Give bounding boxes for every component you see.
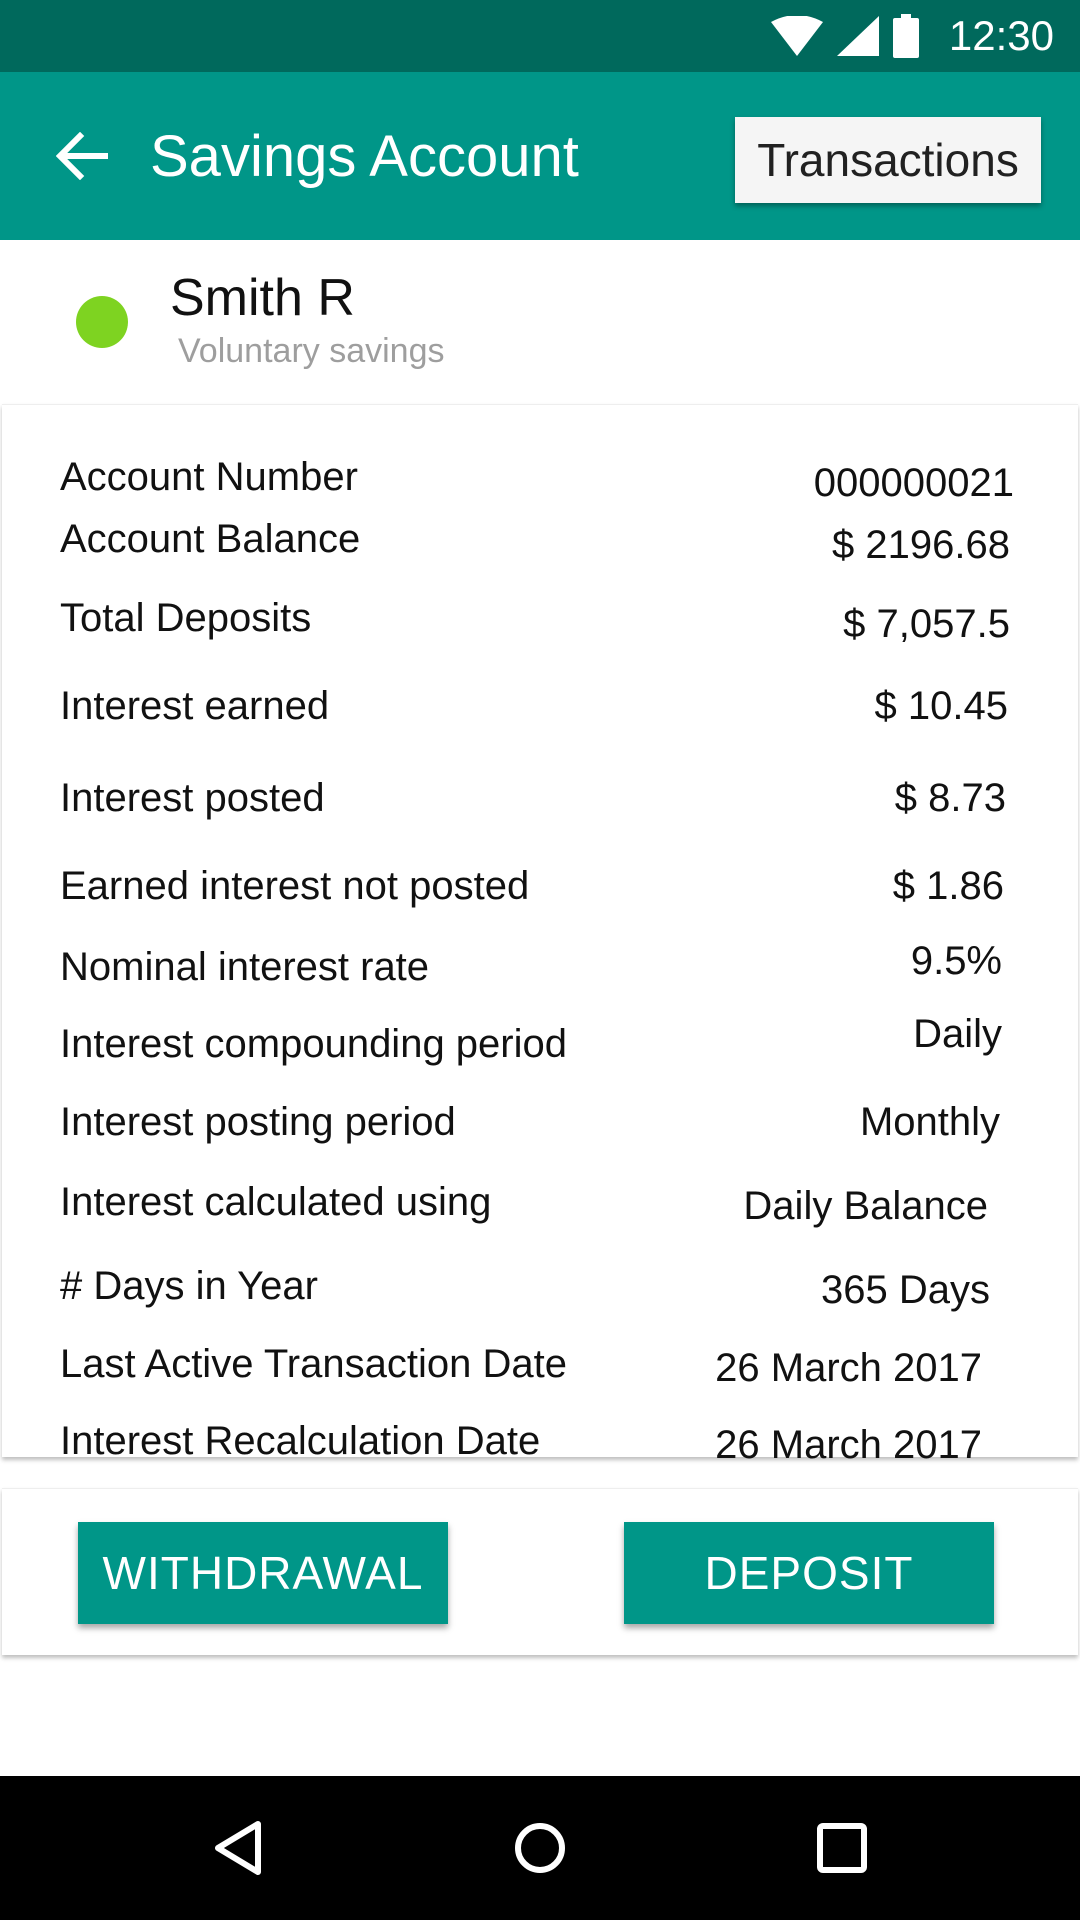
nav-home-button[interactable] [504, 1812, 576, 1884]
detail-label: Nominal interest rate [60, 945, 430, 989]
nav-home-icon [515, 1823, 565, 1873]
detail-value: 000000021 [813, 461, 1014, 505]
product-name: Voluntary savings [178, 332, 445, 370]
back-button[interactable] [44, 118, 120, 194]
detail-value: $ 10.45 [874, 684, 1008, 728]
detail-row-interest-calculated-using: Interest calculated using Daily Balance [2, 1172, 1078, 1232]
nav-recents-icon [817, 1823, 867, 1873]
detail-value: $ 7,057.5 [843, 602, 1010, 646]
detail-row-total-deposits: Total Deposits $ 7,057.5 [2, 588, 1078, 648]
detail-row-interest-earned: Interest earned $ 10.45 [2, 676, 1078, 736]
detail-label: Interest compounding period [60, 1022, 567, 1066]
client-name: Smith R [170, 269, 355, 327]
detail-row-nominal-interest-rate: Nominal interest rate 9.5% [2, 937, 1078, 997]
detail-row-interest-compounding-period: Interest compounding period Daily [2, 1012, 1078, 1074]
detail-value: Daily [913, 1012, 1002, 1056]
account-status-dot [76, 296, 128, 348]
detail-row-account-balance: Account Balance $ 2196.68 [2, 509, 1078, 569]
detail-row-interest-posted: Interest posted $ 8.73 [2, 768, 1078, 828]
detail-row-interest-recalculation-date: Interest Recalculation Date 26 March 201… [2, 1411, 1078, 1471]
detail-row-days-in-year: # Days in Year 365 Days [2, 1256, 1078, 1316]
detail-label: # Days in Year [60, 1264, 318, 1308]
detail-label: Interest Recalculation Date [60, 1419, 541, 1463]
deposit-button[interactable]: DEPOSIT [624, 1522, 994, 1624]
detail-label: Account Number [60, 455, 358, 499]
detail-value: $ 1.86 [892, 864, 1004, 908]
battery-icon [892, 14, 919, 58]
nav-recents-button[interactable] [806, 1812, 878, 1884]
detail-value: 26 March 2017 [715, 1423, 982, 1467]
detail-label: Interest posting period [60, 1100, 456, 1144]
app-bar: Savings Account Transactions [0, 72, 1080, 240]
detail-row-account-number: Account Number 000000021 [2, 447, 1078, 507]
detail-label: Earned interest not posted [60, 864, 530, 908]
detail-row-last-active-transaction-date: Last Active Transaction Date 26 March 20… [2, 1334, 1078, 1394]
client-header: Smith R Voluntary savings [0, 240, 1080, 402]
status-icons: 12:30 [770, 12, 1054, 60]
detail-value: Daily Balance [743, 1184, 988, 1228]
detail-value: $ 8.73 [894, 776, 1006, 820]
detail-value: 365 Days [821, 1268, 990, 1312]
detail-row-interest-posting-period: Interest posting period Monthly [2, 1092, 1078, 1152]
detail-value: $ 2196.68 [832, 523, 1010, 567]
detail-label: Interest earned [60, 684, 330, 728]
arrow-back-icon [56, 132, 108, 180]
account-details-card: Account Number 000000021 Account Balance… [2, 404, 1078, 1467]
wifi-icon [770, 16, 823, 56]
withdrawal-button[interactable]: WITHDRAWAL [78, 1522, 448, 1624]
detail-label: Interest posted [60, 776, 325, 820]
transactions-button[interactable]: Transactions [735, 117, 1041, 203]
detail-label: Last Active Transaction Date [60, 1342, 567, 1386]
cell-signal-icon [836, 16, 879, 56]
detail-label: Interest calculated using [60, 1180, 492, 1224]
page-title: Savings Account [150, 124, 579, 189]
detail-row-earned-interest-not-posted: Earned interest not posted $ 1.86 [2, 856, 1078, 916]
detail-value: 26 March 2017 [715, 1346, 982, 1390]
status-time: 12:30 [948, 12, 1054, 59]
detail-label: Total Deposits [60, 596, 312, 640]
detail-value: Monthly [859, 1100, 1000, 1144]
actions-card: WITHDRAWAL DEPOSIT [2, 1488, 1078, 1655]
detail-value: 9.5% [910, 939, 1002, 983]
nav-back-icon [215, 1821, 261, 1875]
navigation-bar [0, 1776, 1080, 1920]
status-bar: 12:30 [0, 0, 1080, 72]
nav-back-button[interactable] [202, 1812, 274, 1884]
detail-label: Account Balance [60, 517, 361, 561]
